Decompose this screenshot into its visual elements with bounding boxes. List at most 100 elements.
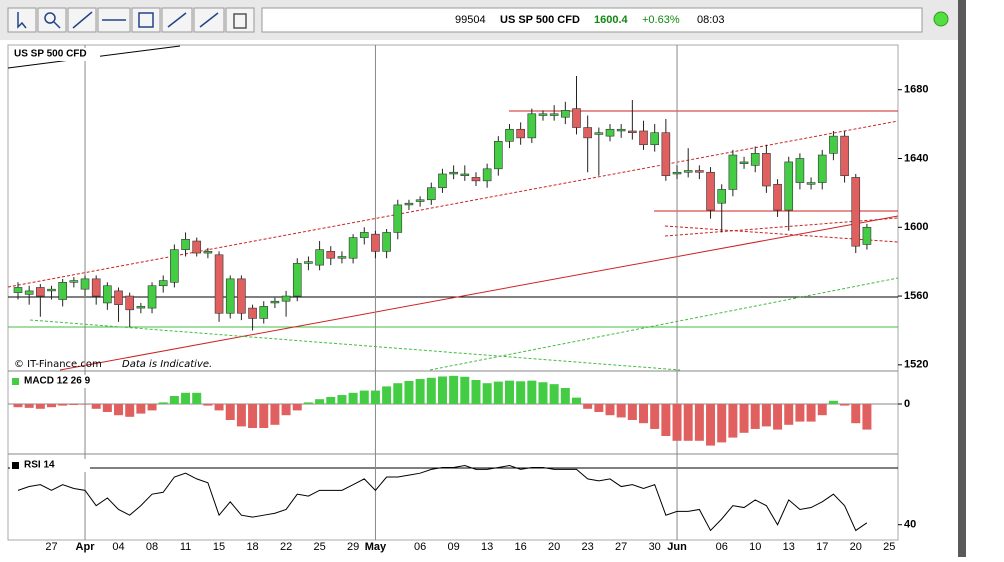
candle-body (24, 290, 34, 295)
x-tick-label: 15 (213, 541, 225, 553)
macd-bar (661, 404, 671, 436)
plot-frame (7, 44, 899, 541)
macd-bar (706, 404, 716, 446)
candle-body (438, 173, 447, 189)
panel-icon (12, 378, 19, 385)
zoom-tool[interactable] (37, 7, 67, 33)
pointer-tool[interactable] (7, 7, 37, 33)
candle-body (650, 132, 659, 146)
candle-body (158, 280, 168, 287)
fib-tool[interactable] (131, 7, 161, 33)
candle-body (494, 140, 503, 170)
candle-body (661, 132, 671, 176)
x-tick-label: 18 (246, 541, 258, 553)
macd-bar (683, 404, 693, 441)
macd-bar (248, 404, 258, 428)
candle-body (605, 128, 615, 137)
macd-bar (415, 379, 425, 404)
candle-body (259, 306, 269, 319)
x-tick-label: 06 (716, 541, 728, 553)
ticker-price: 1600.4 (594, 14, 629, 26)
macd-bar (795, 404, 805, 422)
macd-bar (404, 380, 414, 404)
panel-icon (12, 462, 19, 469)
macd-bar (259, 404, 269, 428)
x-tick-label: 27 (615, 541, 627, 553)
macd-bar (292, 404, 302, 411)
x-tick-label: Jun (667, 541, 687, 553)
macd-bar (102, 404, 112, 412)
candle-body (225, 278, 235, 314)
candle-body (58, 282, 67, 300)
candle-body (594, 132, 604, 135)
macd-bar (750, 404, 760, 429)
rsi-line (17, 465, 868, 532)
candle-body (281, 295, 291, 302)
candle-body (203, 251, 213, 254)
macd-bar (69, 404, 79, 405)
panel-title: US SP 500 CFD (14, 49, 87, 60)
macd-bar (337, 395, 347, 404)
candle-body (326, 251, 336, 259)
macd-bar (739, 404, 749, 433)
macd-bar (784, 404, 794, 425)
candle-body (795, 158, 805, 183)
candle-body (471, 177, 481, 182)
macd-bar (326, 396, 336, 404)
macd-bar (717, 404, 727, 443)
tool-icons (17, 11, 247, 29)
candle-body (315, 249, 324, 266)
macd-bar (761, 404, 771, 427)
ticker-change: +0.63% (642, 14, 680, 26)
disclaimer: Data is Indicative. (122, 359, 212, 370)
candle-body (527, 113, 537, 139)
ticker-name: US SP 500 CFD (500, 14, 580, 26)
macd-bar (58, 404, 68, 406)
candle-body (270, 300, 280, 304)
macd-bar (303, 402, 313, 404)
macd-bar (516, 381, 526, 404)
macd-bar (806, 404, 816, 422)
macd-bar (851, 404, 861, 424)
macd-bar (482, 383, 492, 404)
macd-bar (840, 404, 850, 406)
macd-bar (639, 404, 649, 424)
macd-bar (24, 404, 34, 408)
candle-body (784, 161, 794, 211)
candle-body (505, 128, 514, 142)
right-border (958, 0, 966, 557)
candle-body (181, 239, 190, 250)
candle-body (337, 256, 347, 259)
macd-bar (80, 404, 90, 405)
x-tick-label: 10 (749, 541, 761, 553)
candle-body (862, 226, 872, 245)
candle-body (304, 261, 313, 264)
candle-body (103, 285, 112, 304)
x-tick-label: 08 (146, 541, 158, 553)
macd-bar (460, 376, 470, 404)
candle-body (348, 237, 358, 259)
candle-body (773, 183, 782, 211)
macd-bar (538, 382, 548, 404)
macd-bar (471, 380, 481, 404)
candle-body (449, 171, 458, 175)
candle-body (91, 278, 101, 297)
macd-bar (214, 404, 224, 411)
candle-body (192, 240, 202, 254)
macd-bar (594, 404, 604, 412)
candle-body (728, 154, 738, 190)
x-tick-label: 23 (582, 541, 594, 553)
x-tick-label: 25 (883, 541, 895, 553)
macd-bar (315, 399, 325, 404)
y-tick-label: 1680 (904, 84, 928, 96)
x-tick-label: 11 (180, 541, 191, 553)
candle-body (415, 199, 425, 202)
macd-bar (627, 404, 637, 420)
macd-bar (236, 404, 246, 427)
x-tick-label: 20 (548, 541, 560, 553)
macd-bar (47, 404, 57, 408)
candle-body (69, 280, 79, 283)
macd-bar (728, 404, 738, 438)
candle-body (851, 177, 861, 247)
